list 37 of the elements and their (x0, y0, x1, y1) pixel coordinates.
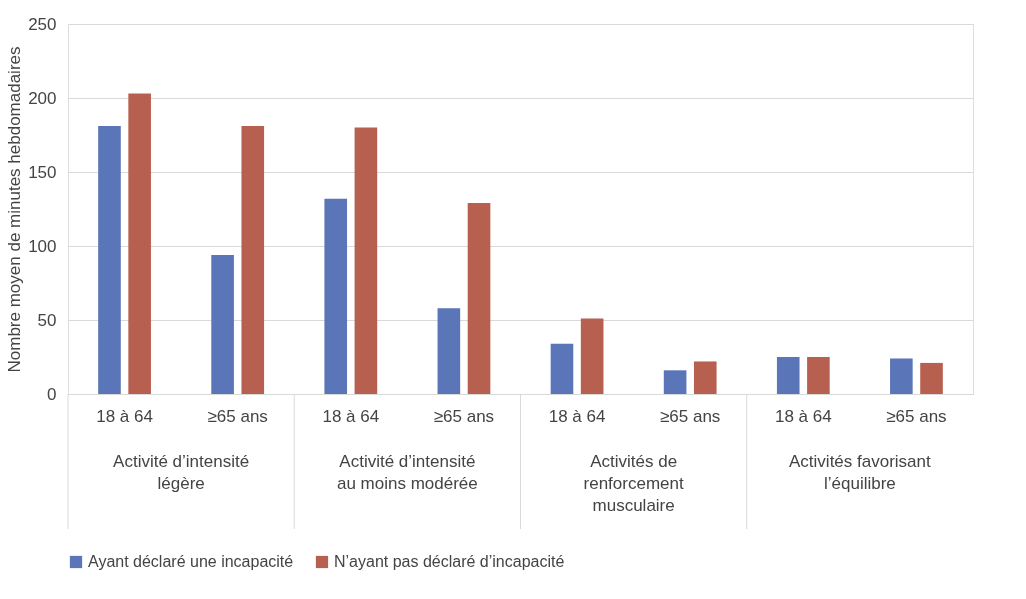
bar (241, 126, 265, 394)
bar (776, 357, 800, 394)
y-tick-label: 150 (28, 162, 57, 182)
y-axis-title: Nombre moyen de minutes hebdomadaires (5, 46, 25, 373)
x-tick-label: 18 à 64 (96, 406, 153, 426)
y-tick-label: 200 (28, 88, 57, 108)
bar (437, 308, 461, 394)
text: Activité d’intensité au moins modérée (336, 452, 478, 493)
bar (580, 318, 604, 394)
bar (807, 357, 830, 394)
x-tick-label: ≥65 ans (207, 406, 268, 426)
bar (550, 343, 574, 394)
x-tick-label: 18 à 64 (774, 406, 832, 426)
x-tick-label: 18 à 64 (548, 406, 606, 426)
x-tick-label: ≥65 ans (433, 406, 495, 426)
legend-label: Ayant déclaré une incapacité (88, 553, 294, 570)
bar (920, 362, 943, 394)
bar (324, 198, 348, 394)
bar (663, 370, 687, 394)
bar (890, 358, 913, 394)
bar (354, 127, 378, 394)
text: Activité d’intensité légère (113, 452, 250, 493)
y-tick-label: 250 (28, 14, 57, 34)
bar (693, 361, 717, 394)
y-tick-label: 50 (37, 310, 57, 330)
bar (128, 93, 151, 394)
x-tick-label: 18 à 64 (322, 406, 380, 426)
x-tick-label: ≥65 ans (886, 406, 947, 426)
legend-label: N’ayant pas déclaré d’incapacité (334, 553, 565, 570)
bar (98, 126, 121, 394)
bar (211, 254, 234, 394)
y-tick-label: 100 (28, 236, 57, 256)
y-tick-label: 0 (47, 384, 57, 404)
text: Activités de renforcement musculaire (583, 452, 684, 515)
bar (467, 203, 491, 394)
text: Activités favorisant l’équilibre (789, 452, 931, 493)
x-tick-label: ≥65 ans (660, 406, 721, 426)
